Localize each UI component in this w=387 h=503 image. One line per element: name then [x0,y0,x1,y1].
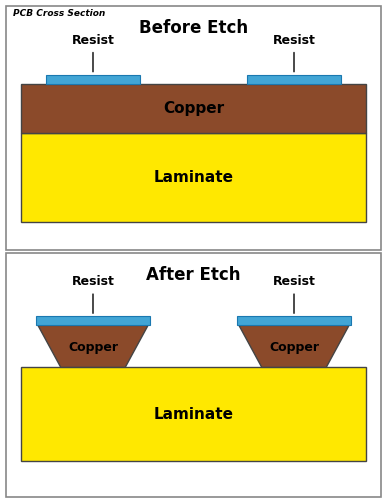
Text: After Etch: After Etch [146,266,241,284]
Bar [247,74,341,84]
Text: Laminate: Laminate [154,406,233,422]
Bar [237,316,351,325]
Polygon shape [38,325,148,367]
Text: Copper: Copper [68,341,118,354]
Text: Resist: Resist [272,34,315,72]
Text: Laminate: Laminate [154,170,233,185]
Polygon shape [239,325,349,367]
Bar [46,74,140,84]
Bar [36,316,150,325]
Text: Resist: Resist [272,276,315,313]
Bar [21,133,366,222]
Text: Copper: Copper [269,341,319,354]
Text: PCB Cross Section: PCB Cross Section [13,9,106,18]
Text: Before Etch: Before Etch [139,20,248,37]
Bar [21,367,366,461]
Text: Resist: Resist [72,276,115,313]
Text: Resist: Resist [72,34,115,72]
Bar [21,84,366,133]
Text: Copper: Copper [163,101,224,116]
